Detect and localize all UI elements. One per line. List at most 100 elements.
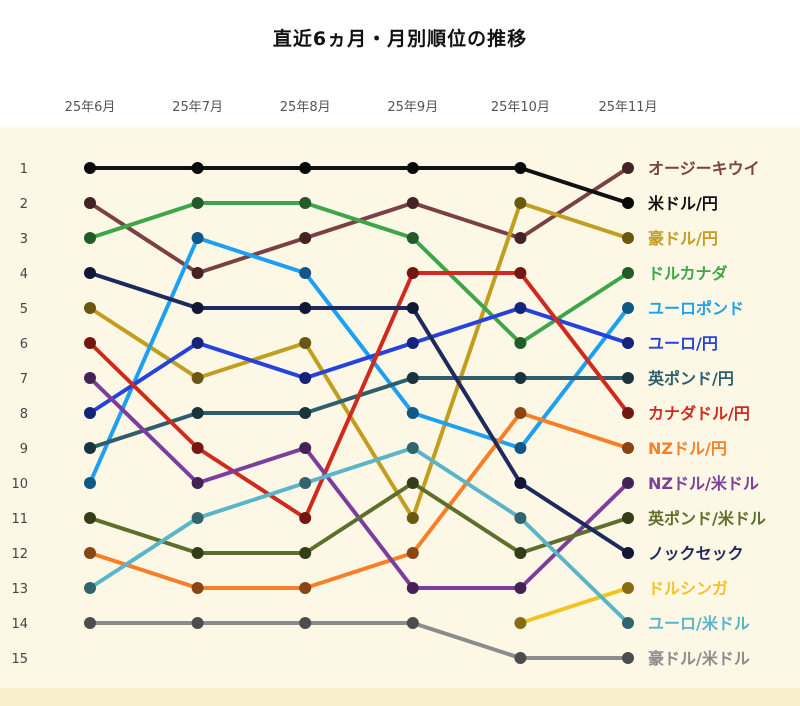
data-point [622,582,634,594]
data-point [299,302,312,314]
rank-label: 10 [11,477,28,492]
data-point [299,232,312,244]
data-point [84,617,96,629]
series-label: ドルカナダ [648,264,728,283]
data-point [622,407,634,419]
data-point [514,617,527,629]
data-point [191,442,204,454]
series-label: 豪ドル/円 [648,229,718,248]
data-point [622,372,634,384]
rank-label: 1 [20,162,28,177]
data-point [406,477,419,489]
data-point [299,547,312,559]
footer-band [0,688,800,706]
data-point [514,337,527,349]
data-point [84,372,96,384]
data-point [622,302,634,314]
series-line [88,236,630,485]
data-point [299,477,312,489]
data-point [299,372,312,384]
rank-label: 2 [20,197,28,212]
rank-label: 12 [11,547,28,562]
data-point [84,232,96,244]
data-point [514,477,527,489]
data-point [622,547,634,559]
data-point [299,197,312,209]
data-point [299,617,312,629]
data-point [84,582,96,594]
data-point [84,442,96,454]
data-point [622,477,634,489]
data-point [406,512,419,524]
data-point [191,407,204,419]
series-label: 英ポンド/米ドル [647,509,766,528]
series-line [88,621,630,660]
data-point [514,197,527,209]
data-point [406,197,419,209]
data-point [84,512,96,524]
series-label: オージーキウイ [648,159,760,178]
data-point [406,232,419,244]
data-point [191,547,204,559]
data-point [84,477,96,489]
month-label: 25年10月 [491,100,550,115]
data-point [514,267,527,279]
month-label: 25年11月 [598,100,657,115]
data-point [84,337,96,349]
rank-label: 8 [20,407,28,422]
rank-label: 11 [11,512,28,527]
data-point [514,232,527,244]
data-point [622,197,634,209]
data-point [191,302,204,314]
data-point [406,547,419,559]
data-point [622,512,634,524]
series-label: NZドル/米ドル [648,474,759,493]
data-point [514,582,527,594]
month-label: 25年6月 [65,100,116,115]
series-line [88,446,630,625]
rank-label: 3 [20,232,28,247]
plot-background [0,127,800,688]
rank-label: 13 [11,582,28,597]
series-line [88,411,630,590]
data-point [514,302,527,314]
data-point [622,267,634,279]
data-point [191,232,204,244]
series-label: 豪ドル/米ドル [648,649,750,668]
data-point [406,442,419,454]
rank-label: 5 [20,302,28,317]
data-point [622,442,634,454]
data-point [299,162,312,174]
chart-title: 直近6ヵ月・月別順位の推移 [272,28,528,50]
data-point [514,407,527,419]
data-point [406,337,419,349]
series-line [88,306,630,415]
series-label: 英ポンド/円 [647,369,734,388]
data-point [191,512,204,524]
month-label: 25年7月 [172,100,223,115]
data-point [84,162,96,174]
data-point [84,302,96,314]
data-point [514,512,527,524]
series-label: ユーロポンド [648,299,744,318]
data-point [514,652,527,664]
series-line [88,481,630,555]
data-point [191,337,204,349]
data-point [406,162,419,174]
data-point [622,617,634,629]
data-point [299,267,312,279]
rank-label: 9 [20,442,28,457]
data-point [191,372,204,384]
data-point [622,162,634,174]
rank-label: 4 [20,267,28,282]
data-point [191,267,204,279]
series-label: カナダドル/円 [648,404,750,423]
data-point [299,582,312,594]
data-point [514,547,527,559]
data-point [406,617,419,629]
data-point [84,407,96,419]
data-point [299,442,312,454]
data-point [622,337,634,349]
data-point [191,582,204,594]
